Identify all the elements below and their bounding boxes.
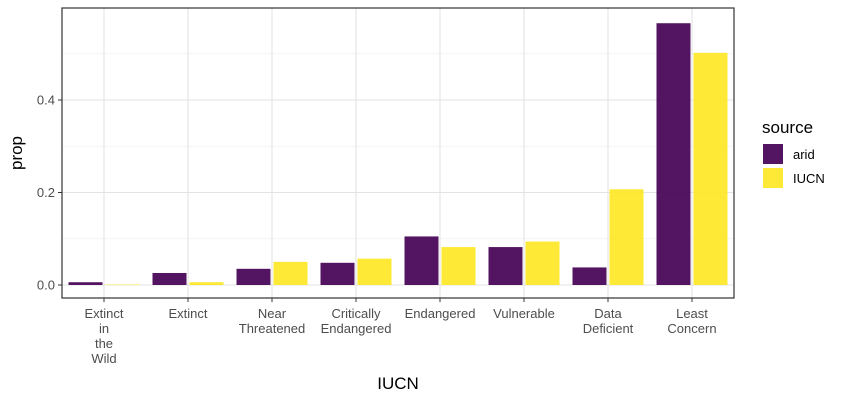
x-tick-label: Wild — [91, 351, 116, 366]
bar-arid — [572, 267, 607, 285]
y-axis-title: prop — [7, 136, 26, 170]
x-tick-label: Extinct — [84, 306, 123, 321]
bar-iucn — [609, 189, 644, 285]
x-tick-label: Critically — [331, 306, 381, 321]
bar-iucn — [273, 261, 308, 285]
bar-arid — [320, 262, 355, 285]
x-tick-label: Deficient — [583, 321, 634, 336]
bar-arid — [488, 247, 523, 285]
legend-label: IUCN — [793, 171, 825, 186]
plot-panel-border — [61, 7, 735, 299]
y-tick-label: 0.4 — [37, 93, 55, 108]
bar-arid — [656, 23, 691, 285]
x-tick-label: Near — [258, 306, 287, 321]
y-axis: 0.0 0.2 0.4 — [37, 93, 62, 293]
x-tick-label: Concern — [667, 321, 716, 336]
x-tick-label: the — [95, 336, 113, 351]
x-tick-label: Threatened — [239, 321, 306, 336]
bar-iucn — [693, 52, 728, 286]
legend-key-arid — [763, 144, 783, 164]
y-tick-label: 0.2 — [37, 185, 55, 200]
legend-key-iucn — [763, 168, 783, 188]
bar-iucn — [105, 284, 140, 286]
bar-arid — [152, 272, 187, 285]
bar-iucn — [189, 282, 224, 285]
bar-arid — [404, 236, 439, 285]
x-tick-label: Endangered — [321, 321, 392, 336]
bar-iucn — [441, 247, 476, 285]
x-tick-label: Extinct — [168, 306, 207, 321]
x-tick-label: Least — [676, 306, 708, 321]
x-tick-label: Endangered — [405, 306, 476, 321]
bar-arid — [236, 268, 271, 285]
legend-title: source — [762, 118, 813, 137]
legend-label: arid — [793, 147, 815, 162]
bar-iucn — [525, 241, 560, 285]
x-tick-label: Data — [594, 306, 622, 321]
x-tick-label: Vulnerable — [493, 306, 555, 321]
bar-iucn — [357, 258, 392, 285]
grid-lines — [62, 8, 734, 298]
x-axis-title: IUCN — [377, 374, 419, 393]
bars-group — [68, 23, 728, 286]
x-tick-label: in — [99, 321, 109, 336]
y-tick-label: 0.0 — [37, 278, 55, 293]
bar-arid — [68, 282, 103, 285]
legend: source arid IUCN — [762, 118, 825, 188]
